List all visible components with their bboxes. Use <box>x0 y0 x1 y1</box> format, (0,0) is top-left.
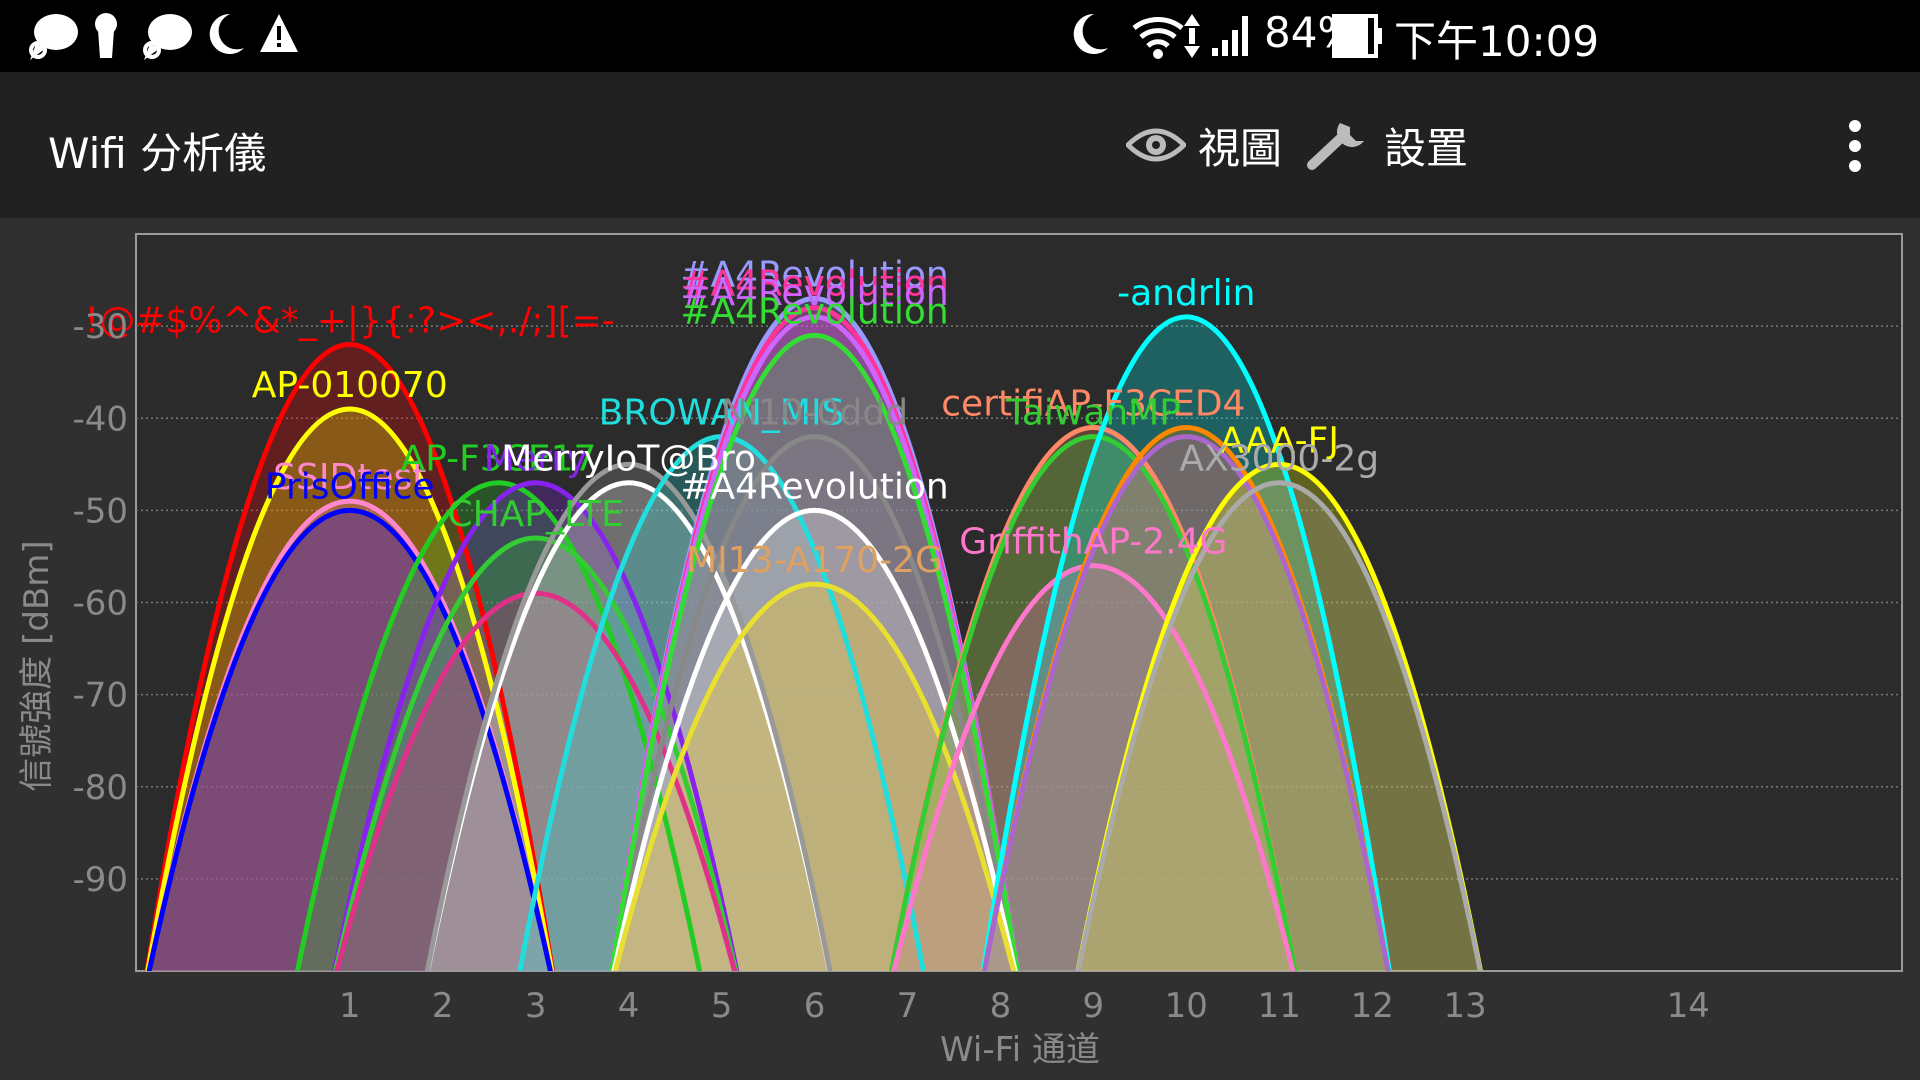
ssid-label: #A4Revolution <box>680 291 948 332</box>
chat-bubble-icon <box>29 14 78 60</box>
signal-curve <box>611 508 1018 971</box>
wrench-icon <box>1307 123 1364 170</box>
settings-button[interactable]: 設置 <box>1306 110 1468 180</box>
signal-curve <box>982 434 1391 971</box>
ssid-label: #A4Revolution <box>680 466 948 507</box>
ssid-label: AAA-FJ <box>1220 420 1339 461</box>
moon-icon <box>209 13 244 54</box>
y-tick-label: -90 <box>72 860 128 900</box>
view-button[interactable]: 視圖 <box>1126 110 1282 180</box>
x-tick-label: 7 <box>897 986 919 1026</box>
y-tick-label: -60 <box>72 584 128 624</box>
ssid-label: !@#$%^&*_+|}{:?><,./;][=- <box>85 301 615 342</box>
keyhole-icon <box>95 13 117 58</box>
signal-curve <box>891 563 1296 971</box>
more-vert-icon[interactable] <box>1830 116 1880 176</box>
ssid-label: AP-010070 <box>252 365 448 406</box>
ssid-label: AP-F3CE17 <box>401 439 597 480</box>
ssid-label: GriffithAP-2.4G <box>959 522 1227 563</box>
ssid-label: BROWAN_MIS <box>599 393 845 434</box>
signal-curve <box>980 314 1392 971</box>
y-tick-label: -30 <box>72 307 128 347</box>
status-bar: 84% 下午10:09 <box>0 0 1920 72</box>
x-tick-label: 8 <box>990 986 1012 1026</box>
y-tick-label: -70 <box>72 676 128 716</box>
ssid-label: certifiAP-F3CED4 <box>941 383 1245 424</box>
signal-curve <box>333 535 739 971</box>
y-tick-label: -80 <box>72 768 128 808</box>
clock: 下午10:09 <box>1394 17 1600 66</box>
view-label: 視圖 <box>1198 123 1283 173</box>
wifi-icon <box>1132 14 1200 59</box>
x-tick-label: 6 <box>804 986 826 1026</box>
y-tick-label: -50 <box>72 491 128 531</box>
ssid-label-layer: !@#$%^&*_+|}{:?><,./;][=- AP-010070 SSIDte… <box>85 254 1379 581</box>
ssid-label: #A4Revolution <box>680 273 948 314</box>
battery-icon <box>1332 14 1382 58</box>
signal-curve <box>334 590 738 971</box>
wifi-channel-chart: !@#$%^&*_+|}{:?><,./;][=- AP-010070 SSIDte… <box>0 218 1920 1080</box>
grid-layer <box>135 233 1903 972</box>
x-tick-label: 5 <box>711 986 733 1026</box>
y-tick-label: -40 <box>72 399 128 439</box>
signal-curve <box>424 462 833 971</box>
warning-icon <box>260 14 298 52</box>
app-title: Wifi 分析儀 <box>48 129 267 178</box>
x-tick-label: 13 <box>1444 986 1487 1026</box>
ssid-label: #A4Revolution <box>680 254 948 295</box>
ssid-label: SSIDtest <box>273 457 426 498</box>
x-tick-label: 12 <box>1351 986 1394 1026</box>
signal-curve <box>294 480 703 971</box>
x-tick-label: 2 <box>432 986 454 1026</box>
signal-curve <box>889 434 1298 971</box>
ssid-label: -andrlin <box>1117 273 1255 314</box>
ssid-label: PrisOffice <box>265 466 435 507</box>
signal-bars-icon <box>1212 16 1248 56</box>
settings-label: 設置 <box>1384 123 1469 173</box>
signal-curve <box>1075 462 1484 971</box>
chat-bubble-icon <box>143 14 192 60</box>
signal-curve <box>610 434 1019 971</box>
ssid-label: AX3000-2g <box>1179 439 1379 480</box>
ssid-label: Ni10-0ddd <box>721 393 908 434</box>
moon-icon <box>1073 13 1108 54</box>
x-tick-label: 4 <box>618 986 640 1026</box>
signal-curve <box>332 480 740 971</box>
tick-label-layer: -30-40-50-60-70-80-901 2 3 4 5 6 7 8 9 10 11 12 13 14 <box>72 307 1709 1026</box>
app-bar: Wifi 分析儀 視圖 設置 <box>0 72 1920 218</box>
ssid-label: Merry <box>484 439 587 480</box>
eye-icon <box>1126 128 1186 162</box>
signal-curve <box>1075 480 1483 971</box>
signal-curve <box>144 342 556 971</box>
ssid-label: MI13-A170-2G <box>686 540 943 581</box>
curve-layer <box>144 296 1484 971</box>
signal-curve <box>612 581 1017 971</box>
x-tick-label: 9 <box>1083 986 1105 1026</box>
x-tick-label: 11 <box>1258 986 1301 1026</box>
ssid-label: TaiwanMP <box>1005 393 1181 434</box>
ssid-label: CHAP_LTE <box>447 494 623 535</box>
signal-curve <box>146 508 553 971</box>
ssid-label: MerryIoT@Bro <box>501 439 756 480</box>
y-axis-label: 信號強度 [dBm] <box>17 540 57 791</box>
x-tick-label: 10 <box>1165 986 1208 1026</box>
x-tick-label: 1 <box>339 986 361 1026</box>
x-tick-label: 3 <box>525 986 547 1026</box>
ssid-label: #A4Revolution <box>680 264 948 305</box>
chart-svg: !@#$%^&*_+|}{:?><,./;][=- AP-010070 SSIDte… <box>17 233 1903 1070</box>
x-tick-label: 14 <box>1667 986 1710 1026</box>
x-axis-label: Wi-Fi 通道 <box>940 1030 1100 1070</box>
